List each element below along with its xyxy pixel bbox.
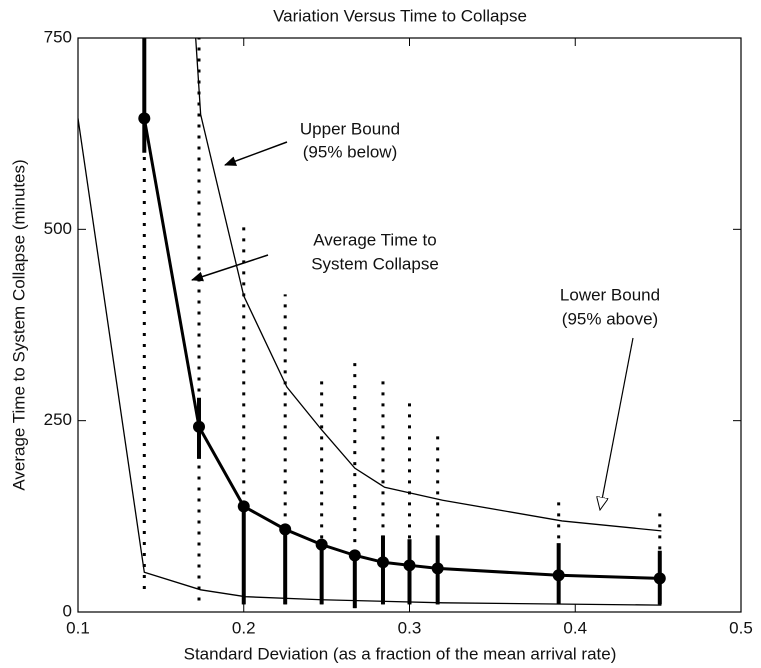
annotation: System Collapse (311, 254, 439, 273)
average-point (279, 523, 292, 536)
average-point (552, 569, 565, 582)
average-point (348, 549, 361, 562)
annotation: Lower Bound (560, 285, 660, 304)
y-tick-label: 750 (44, 27, 72, 46)
average-point (376, 556, 389, 569)
x-tick-label: 0.1 (66, 618, 90, 637)
chart-title: Variation Versus Time to Collapse (273, 6, 527, 25)
x-tick-label: 0.4 (563, 618, 587, 637)
average-point (431, 562, 444, 575)
arrow (224, 141, 288, 166)
average-point (138, 112, 151, 125)
y-tick-label: 500 (44, 219, 72, 238)
average-point (237, 500, 250, 513)
lower-bound-line (78, 118, 662, 606)
arrow (191, 254, 269, 282)
annotation: (95% above) (562, 309, 658, 328)
average-point (192, 420, 205, 433)
annotation: Average Time to (313, 230, 436, 249)
y-tick-label: 0 (63, 601, 72, 620)
annotation: Upper Bound (300, 119, 400, 138)
annotation: (95% below) (303, 142, 398, 161)
upper-bound-line (195, 38, 662, 532)
average-point (403, 559, 416, 572)
arrow (600, 337, 634, 510)
x-tick-label: 0.5 (729, 618, 753, 637)
x-tick-label: 0.3 (398, 618, 422, 637)
average-point (653, 572, 666, 585)
x-tick-label: 0.2 (232, 618, 256, 637)
average-point (315, 538, 328, 551)
x-axis-label: Standard Deviation (as a fraction of the… (184, 644, 617, 663)
y-tick-label: 250 (44, 410, 72, 429)
y-axis-label: Average Time to System Collapse (minutes… (9, 159, 28, 490)
average-line (142, 118, 660, 580)
